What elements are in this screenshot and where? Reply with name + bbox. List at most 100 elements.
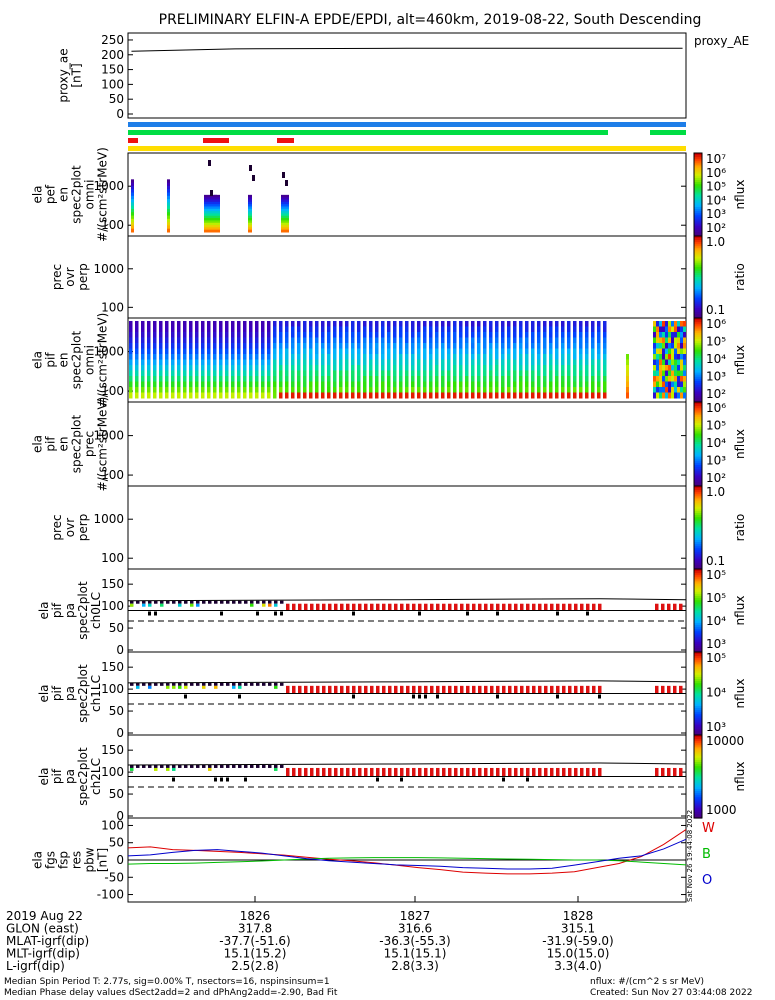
spectrogram-cell xyxy=(659,332,662,338)
spectrogram-cell xyxy=(459,321,463,327)
colorbar-tick-label: 10⁵ xyxy=(706,180,726,194)
spectrogram-cell xyxy=(273,326,277,333)
spectrogram-cell xyxy=(213,326,217,333)
spectrogram-cell xyxy=(591,370,595,377)
spectrogram-cell xyxy=(441,392,445,399)
colorbar-cell xyxy=(694,674,702,678)
spectrogram-cell xyxy=(680,326,683,333)
pa-cell xyxy=(274,611,277,616)
pa-cell xyxy=(460,767,464,777)
spectrogram-cell xyxy=(243,370,247,377)
colorbar-cell xyxy=(694,494,702,497)
spectrogram-cell xyxy=(585,381,589,388)
spectrogram-cell xyxy=(153,387,157,393)
spectrogram-cell xyxy=(656,387,659,393)
spectrogram-cell xyxy=(471,387,475,393)
spectrogram-cell xyxy=(665,343,668,349)
pa-cell xyxy=(550,603,554,611)
colorbar-tick-label: 10³ xyxy=(706,370,726,384)
colorbar-cell xyxy=(694,564,702,568)
y-tick-label: 1000 xyxy=(93,345,124,359)
spectrogram-cell xyxy=(417,337,421,344)
spectrogram-cell xyxy=(189,343,193,349)
colorbar-cell xyxy=(694,268,702,272)
spectrogram-cell xyxy=(351,387,355,393)
spectrogram-cell xyxy=(153,354,157,360)
spectrogram-cell xyxy=(501,392,505,399)
spectrogram-cell xyxy=(459,326,463,333)
spectrogram-cell xyxy=(423,365,427,371)
spectrogram-cell xyxy=(507,392,511,399)
spectrogram-cell xyxy=(549,354,553,360)
spectrogram-cell xyxy=(435,337,439,344)
spectrogram-cell xyxy=(677,376,680,382)
colorbar-cell xyxy=(694,546,702,549)
spectrogram-cell xyxy=(519,332,523,338)
pa-cell xyxy=(304,603,308,611)
colorbar-cell xyxy=(694,211,702,214)
spectrogram-cell xyxy=(237,370,241,377)
colorbar-cell xyxy=(694,749,702,753)
colorbar-cell xyxy=(694,320,702,323)
spectrogram-cell xyxy=(489,370,493,377)
pa-cell xyxy=(436,603,440,611)
pa-cell xyxy=(226,600,230,604)
spectrogram-cell xyxy=(537,387,541,393)
spectrogram-cell xyxy=(207,343,211,349)
spectrogram-cell xyxy=(369,337,373,344)
spectrogram-cell xyxy=(483,370,487,377)
spectrogram-cell xyxy=(501,365,505,371)
footer-right-1: nflux: #/(cm^2 s sr MeV) xyxy=(590,977,704,987)
colorbar-cell xyxy=(694,579,702,583)
pa-cell xyxy=(232,600,236,604)
spectrogram-cell xyxy=(167,212,170,217)
spectrogram-cell xyxy=(273,376,277,382)
spectrogram-cell xyxy=(537,332,541,338)
spectrogram-cell xyxy=(131,199,134,203)
spectrogram-cell xyxy=(423,337,427,344)
pa-cell xyxy=(406,767,410,777)
spectrogram-cell xyxy=(435,343,439,349)
spectrogram-cell xyxy=(345,332,349,338)
spectrogram-cell xyxy=(147,332,151,338)
spectrogram-cell xyxy=(525,365,529,371)
colorbar-tick-label: 10³ xyxy=(706,720,726,734)
spectrogram-cell xyxy=(477,370,481,377)
ephem-label: GLON (east) xyxy=(6,922,79,936)
spectrogram-cell xyxy=(653,359,656,366)
spectrogram-cell xyxy=(567,343,571,349)
spectrogram-cell xyxy=(281,213,289,217)
spectrogram-cell xyxy=(261,348,265,355)
colorbar-cell xyxy=(694,153,702,156)
spectrogram-cell xyxy=(405,326,409,333)
spectrogram-cell xyxy=(567,387,571,393)
colorbar-cell xyxy=(694,406,702,409)
colorbar-cell xyxy=(694,616,702,620)
spectrogram-cell xyxy=(561,348,565,355)
spectrogram-cell xyxy=(321,359,325,366)
spectrogram-cell xyxy=(297,337,301,344)
spectrogram-cell xyxy=(531,326,535,333)
spectrogram-cell xyxy=(237,359,241,366)
colorbar-cell xyxy=(694,378,702,382)
spectrogram-cell xyxy=(183,337,187,344)
spectrogram-cell xyxy=(662,321,665,327)
spectrogram-cell xyxy=(662,332,665,338)
colorbar-cell xyxy=(694,517,702,520)
pa-cell xyxy=(214,764,218,768)
colorbar-label: nflux xyxy=(733,345,747,375)
spectrogram-cell xyxy=(303,348,307,355)
colorbar-cell xyxy=(694,533,702,537)
spectrogram-cell xyxy=(339,387,343,393)
spectrogram-cell xyxy=(279,381,283,388)
spectrogram-cell xyxy=(453,321,457,327)
pa-cell xyxy=(544,685,548,694)
pa-cell xyxy=(232,764,236,768)
spectrogram-cell xyxy=(213,337,217,344)
spectrogram-cell xyxy=(297,354,301,360)
spectrogram-cell xyxy=(261,326,265,333)
spectrogram-cell xyxy=(303,326,307,333)
spectrogram-cell xyxy=(393,337,397,344)
spectrogram-cell xyxy=(483,326,487,333)
spectrogram-cell xyxy=(683,381,686,388)
